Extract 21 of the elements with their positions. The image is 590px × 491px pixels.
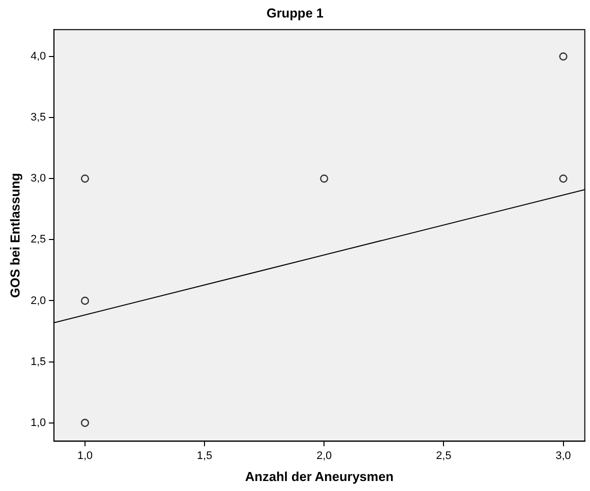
x-axis-title: Anzahl der Aneurysmen [245, 468, 394, 484]
x-tick-label: 1,5 [196, 450, 212, 462]
chart-title: Gruppe 1 [266, 5, 324, 20]
x-tick-label: 2,5 [436, 450, 452, 462]
point [80, 296, 90, 305]
x-tick-label: 1,0 [77, 450, 93, 462]
point [559, 174, 568, 183]
y-tick-label: 1,5 [30, 356, 46, 368]
y-tick-label: 3,5 [30, 112, 46, 124]
point [559, 52, 568, 61]
x-tick-label: 3,0 [556, 450, 571, 462]
y-tick-label: 1,0 [30, 416, 46, 429]
point [80, 418, 90, 427]
y-axis-title: GOS bei Entlassung [7, 172, 22, 298]
y-tick-label: 3,0 [30, 172, 46, 185]
y-tick-label: 2,5 [30, 234, 46, 246]
point [80, 174, 90, 183]
y-tick-label: 2,0 [30, 294, 46, 307]
y-tick-label: 4,0 [30, 50, 46, 62]
point [320, 174, 328, 183]
x-tick-label: 2,0 [316, 450, 332, 462]
